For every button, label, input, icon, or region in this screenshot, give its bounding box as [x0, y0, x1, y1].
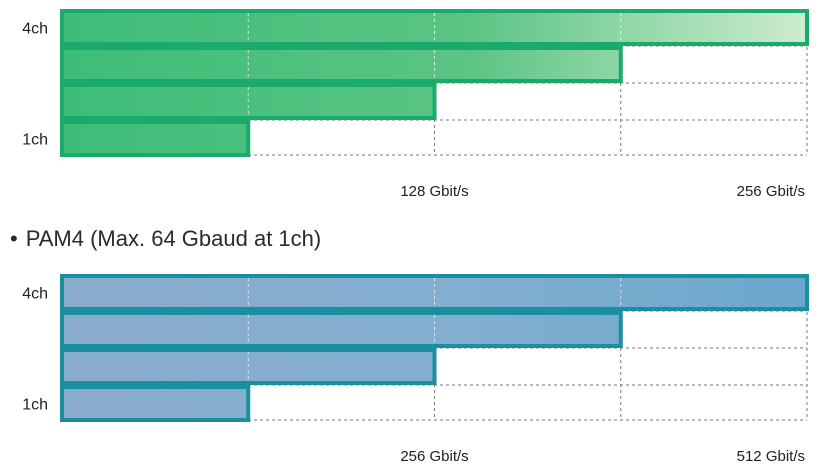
- bar-3ch: [60, 311, 623, 348]
- pam4-chart-svg: 4ch 1ch 256 Gbit/s 512 Gbit/s: [22, 274, 809, 465]
- nrz-chart-svg: 4ch 1ch 128 Gbit/s 256 Gbit/s: [22, 9, 809, 200]
- pam4-title-text: PAM4 (Max. 64 Gbaud at 1ch): [25, 226, 322, 251]
- x-tick-label: 128 Gbit/s: [400, 183, 468, 200]
- category-label-1ch: 1ch: [22, 397, 48, 414]
- pam4-section-title: • PAM4 (Max. 64 Gbaud at 1ch): [10, 226, 321, 252]
- bar-1ch: [60, 120, 251, 157]
- category-label-4ch: 4ch: [22, 286, 48, 303]
- x-tick-label: 512 Gbit/s: [737, 448, 805, 465]
- bar-3ch: [60, 46, 623, 83]
- nrz-throughput-chart: 4ch 1ch 128 Gbit/s 256 Gbit/s: [0, 0, 819, 205]
- pam4-throughput-chart: 4ch 1ch 256 Gbit/s 512 Gbit/s: [0, 265, 819, 470]
- x-tick-label: 256 Gbit/s: [737, 183, 805, 200]
- category-label-1ch: 1ch: [22, 132, 48, 149]
- x-tick-label: 256 Gbit/s: [400, 448, 468, 465]
- bar-1ch: [60, 385, 251, 422]
- bullet-icon: •: [10, 226, 18, 251]
- category-label-4ch: 4ch: [22, 21, 48, 38]
